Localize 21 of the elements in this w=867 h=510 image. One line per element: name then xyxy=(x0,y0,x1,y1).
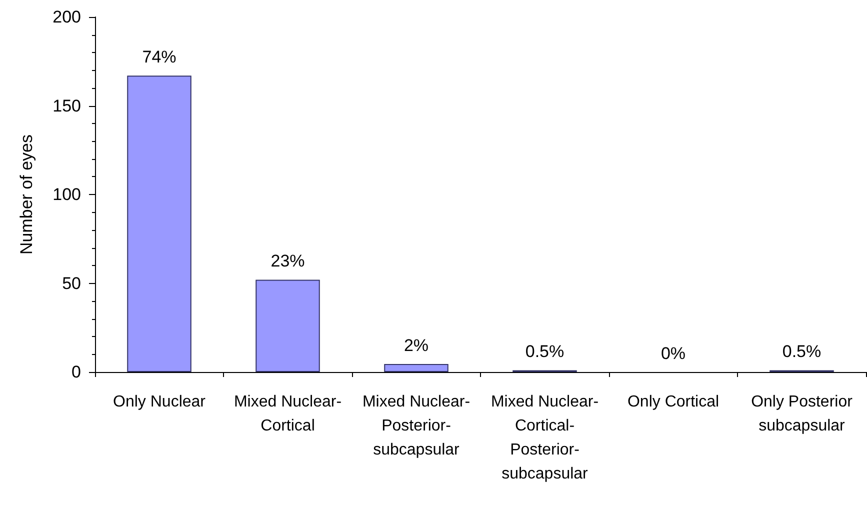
y-tick-label: 50 xyxy=(62,274,81,293)
y-tick-label: 0 xyxy=(72,362,81,382)
x-tick-label: Only Posterior subcapsular xyxy=(751,394,854,434)
annotation: 23% xyxy=(270,252,305,271)
x-tick-label: Mixed Nuclear-Cortical xyxy=(234,394,342,434)
bar xyxy=(127,76,192,372)
x-tick-label: Only Cortical xyxy=(627,394,720,410)
y-axis-title: Number of eyes xyxy=(17,134,36,254)
annotation: 0.5% xyxy=(782,342,822,362)
y-tick-label: 200 xyxy=(52,8,81,26)
bar xyxy=(256,280,320,372)
annotation: 0.5% xyxy=(525,342,564,362)
x-tick-label: Mixed Nuclear-Posterior-subcapsular xyxy=(362,394,470,458)
bar xyxy=(384,364,448,372)
x-tick-label: Only Nuclear xyxy=(113,394,206,410)
annotation: 2% xyxy=(404,336,429,356)
x-tick-label: Mixed Nuclear-Cortical-Posterior-subcapsular xyxy=(490,394,599,482)
y-tick-label: 150 xyxy=(52,96,81,116)
annotation: 74% xyxy=(142,48,176,67)
y-tick-label: 100 xyxy=(52,185,81,204)
annotation: 0% xyxy=(660,344,686,363)
